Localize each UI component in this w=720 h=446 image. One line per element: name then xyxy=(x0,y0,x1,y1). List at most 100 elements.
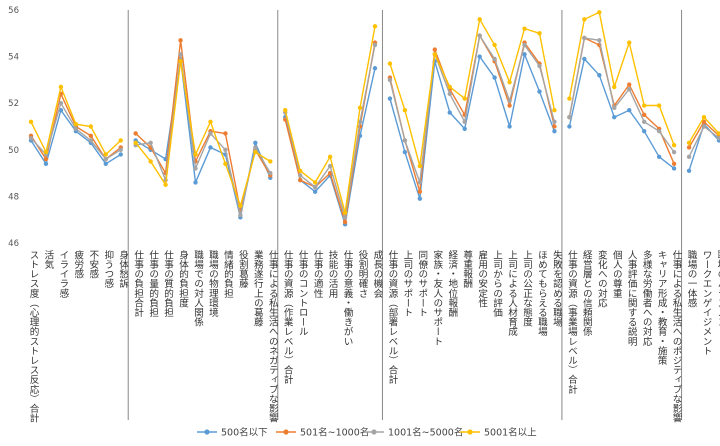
data-point xyxy=(627,40,632,45)
series-line-4 xyxy=(568,11,675,146)
data-point xyxy=(357,105,363,111)
x-category-label: ストレス度（心理的ストレス反応）合計 xyxy=(28,250,40,424)
data-point xyxy=(686,168,692,173)
x-category-label: 情緒的負担 xyxy=(222,249,234,298)
data-point xyxy=(612,114,617,120)
x-category-label: 多様な労働者への対応 xyxy=(641,249,653,346)
data-point xyxy=(268,159,273,164)
data-point xyxy=(477,54,482,59)
data-point xyxy=(43,149,49,155)
x-category-label: イライラ感 xyxy=(57,250,69,298)
data-point xyxy=(312,180,318,185)
x-category-label: 仕事の資源（部署レベル）合計 xyxy=(386,249,398,385)
x-category-label: 疲労感 xyxy=(72,249,84,278)
x-category-label: 職場での対人関係 xyxy=(192,250,204,328)
data-point xyxy=(223,161,228,166)
x-category-label: 尊重報酬 xyxy=(461,249,473,289)
legend-label: 5001名以上 xyxy=(484,427,537,439)
data-point xyxy=(298,173,303,178)
data-point xyxy=(507,98,512,104)
data-point xyxy=(641,103,647,108)
data-point xyxy=(716,135,720,141)
data-point xyxy=(477,17,482,22)
x-category-label: 抑うつ感 xyxy=(102,249,114,288)
data-point xyxy=(701,114,707,120)
x-category-label: 経済・地位報酬 xyxy=(446,249,458,318)
data-point xyxy=(253,140,258,146)
data-point xyxy=(522,26,527,31)
series-line-4 xyxy=(135,61,271,209)
data-point xyxy=(641,128,647,134)
data-point xyxy=(537,63,542,69)
data-point xyxy=(118,147,123,152)
data-point xyxy=(193,152,198,157)
x-category-label: 技能の活用 xyxy=(327,249,339,298)
data-point xyxy=(223,147,228,152)
data-point xyxy=(223,131,228,136)
data-point xyxy=(133,140,138,146)
data-point xyxy=(103,152,108,157)
data-point xyxy=(238,203,243,208)
data-point xyxy=(298,177,303,183)
legend-label: 500名以下 xyxy=(221,427,268,439)
data-point xyxy=(641,119,647,125)
data-point xyxy=(178,59,183,64)
data-point xyxy=(88,133,94,139)
x-category-label: 不安感 xyxy=(87,250,99,279)
data-point xyxy=(671,161,677,166)
data-point xyxy=(327,163,333,169)
x-category-label: 経営層との信頼関係 xyxy=(581,249,593,337)
data-point xyxy=(402,107,408,113)
x-category-label: 仕事による私生活へのネガティブな影響 xyxy=(267,249,279,423)
data-point xyxy=(686,145,692,150)
data-point xyxy=(118,138,123,143)
x-category-label: ほめてもらえる職場 xyxy=(536,250,548,337)
data-point xyxy=(492,56,497,62)
data-point xyxy=(148,159,153,164)
data-point xyxy=(253,149,258,155)
data-point xyxy=(208,145,213,150)
data-point xyxy=(43,161,49,166)
data-point xyxy=(507,124,512,129)
x-category-label: 仕事の負担合計 xyxy=(132,249,144,318)
data-point xyxy=(597,10,602,15)
data-point xyxy=(372,24,378,29)
x-category-label: 役割葛藤 xyxy=(237,249,249,289)
data-point xyxy=(641,112,647,118)
data-point xyxy=(671,166,677,171)
data-point xyxy=(312,189,318,194)
legend-label: 1001名~5000名 xyxy=(388,427,463,439)
y-tick-label: 50 xyxy=(8,146,19,156)
data-point xyxy=(312,184,318,190)
x-category-label: 人事評価に関する説明 xyxy=(626,250,638,347)
data-point xyxy=(88,124,94,129)
series-line-2 xyxy=(135,40,271,211)
data-point xyxy=(208,119,213,125)
legend-marker xyxy=(467,429,473,435)
data-point xyxy=(552,128,557,134)
series-line-1 xyxy=(389,51,556,199)
data-point xyxy=(43,156,49,162)
data-point xyxy=(73,126,79,132)
x-category-label: 成長の機会 xyxy=(371,249,383,298)
x-category-label: 変化への対応 xyxy=(596,249,608,308)
x-category-label: 上司のサポート xyxy=(401,250,413,317)
data-point xyxy=(327,154,333,159)
x-category-label: 活気 xyxy=(42,249,54,270)
x-category-label: 仕事のコントロール xyxy=(297,249,309,336)
data-point xyxy=(208,131,213,136)
series-line-3 xyxy=(568,37,675,153)
data-point xyxy=(686,140,692,146)
x-category-label: 同僚のサポート xyxy=(416,250,428,317)
x-category-label: 雇用の安定性 xyxy=(476,249,488,308)
legend-marker xyxy=(283,429,289,435)
data-point xyxy=(372,42,378,48)
x-category-label: 仕事による私生活へのポジティブな影響 xyxy=(671,249,683,423)
data-point xyxy=(701,119,707,125)
x-category-label: 役割明確さ xyxy=(357,249,369,298)
data-point xyxy=(567,124,572,129)
data-point xyxy=(58,101,64,106)
x-category-label: 家族・友人のサポート xyxy=(431,249,443,346)
